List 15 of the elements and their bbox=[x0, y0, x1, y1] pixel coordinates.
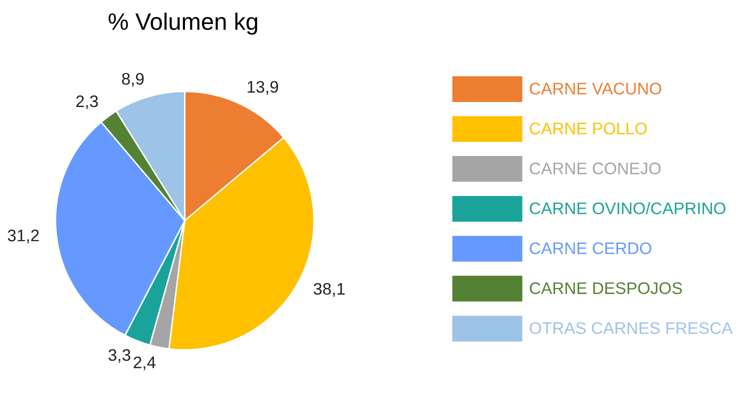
legend-label: CARNE CONEJO bbox=[530, 162, 661, 174]
legend-label: CARNE CERDO bbox=[530, 242, 652, 254]
legend-label: CARNE DESPOJOS bbox=[530, 282, 682, 294]
data-label: 8,9 bbox=[122, 72, 144, 87]
data-label: 3,3 bbox=[108, 349, 130, 363]
legend-label: CARNE VACUNO bbox=[530, 82, 662, 95]
data-label: 2,4 bbox=[134, 356, 156, 370]
data-label: 13,9 bbox=[248, 80, 278, 95]
data-label: 2,3 bbox=[76, 95, 98, 110]
data-label: 38,1 bbox=[314, 282, 345, 297]
chart-title: % Volumen kg bbox=[108, 12, 258, 35]
legend-label: CARNE POLLO bbox=[530, 122, 647, 134]
legend-label: CARNE OVINO/CAPRINO bbox=[530, 202, 726, 214]
data-label: 31,2 bbox=[8, 230, 39, 244]
legend-label: OTRAS CARNES FRESCA bbox=[530, 322, 733, 334]
